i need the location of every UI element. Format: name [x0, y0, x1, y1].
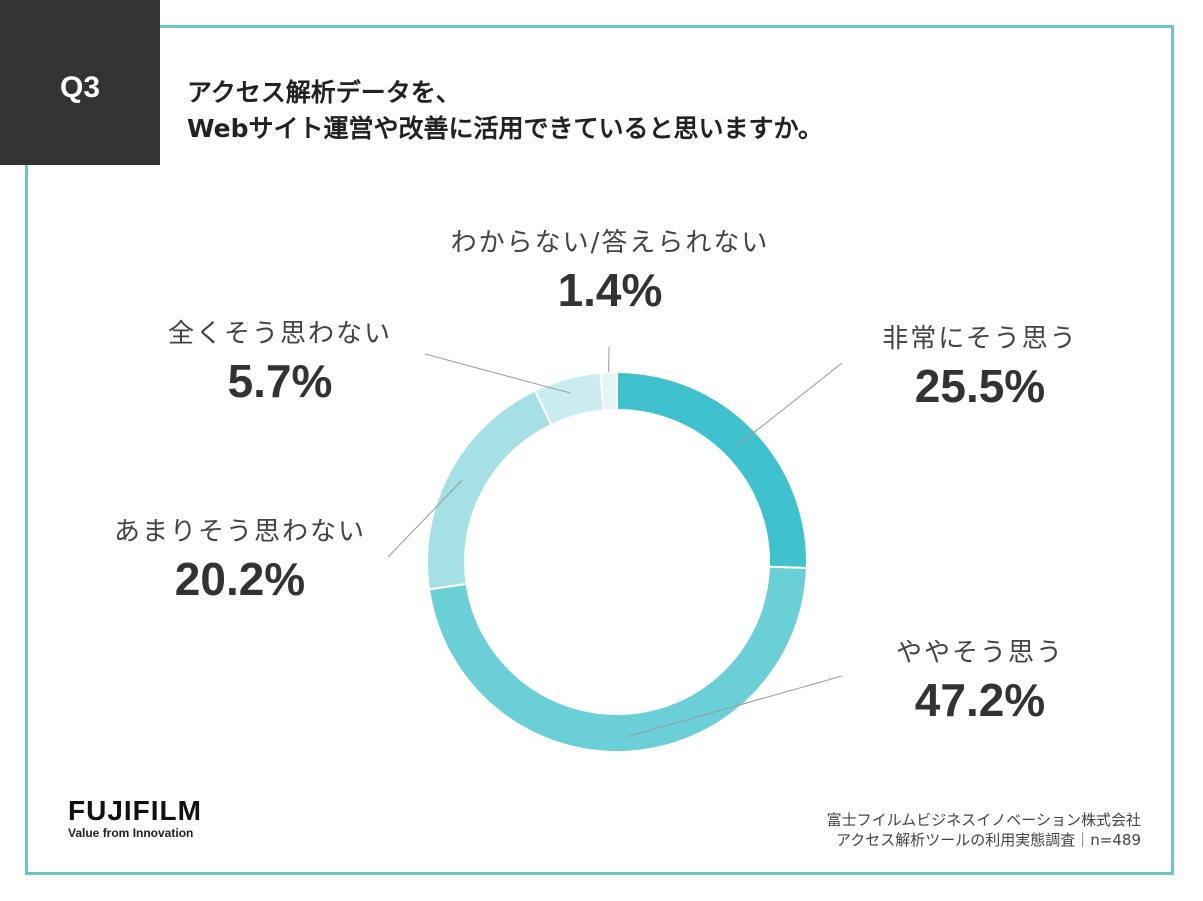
- donut-slice-dont-know: [599, 370, 618, 412]
- source-survey: アクセス解析ツールの利用実態調査｜n=489: [836, 831, 1141, 849]
- slide-frame: [25, 25, 1174, 875]
- label-not-much: あまりそう思わない 20.2%: [95, 511, 385, 606]
- question-line-1: アクセス解析データを、: [187, 78, 461, 107]
- question-title: アクセス解析データを、 Webサイト運営や改善に活用できていると思いますか。: [187, 75, 1007, 147]
- label-somewhat: ややそう思う 47.2%: [870, 632, 1090, 727]
- label-name: ややそう思う: [895, 638, 1064, 668]
- label-name: わからない/答えられない: [450, 228, 770, 258]
- label-not-at-all: 全くそう思わない 5.7%: [145, 313, 415, 408]
- logo-brand: FUJIFILM: [68, 795, 202, 826]
- question-number-badge: Q3: [0, 0, 160, 165]
- leader-line-not-much: [387, 479, 463, 558]
- leader-line-somewhat: [626, 675, 843, 738]
- label-value: 47.2%: [914, 674, 1046, 726]
- donut-slice-not-much: [426, 389, 553, 591]
- question-number: Q3: [59, 70, 101, 104]
- label-value: 25.5%: [914, 360, 1046, 412]
- label-very-much: 非常にそう思う 25.5%: [865, 318, 1095, 413]
- fujifilm-logo: FUJIFILM Value from Innovation: [68, 795, 202, 841]
- leader-line-not-at-all: [424, 353, 571, 394]
- label-dont-know: わからない/答えられない 1.4%: [425, 222, 795, 317]
- logo-tagline: Value from Innovation: [68, 826, 194, 840]
- donut-slice-somewhat: [427, 565, 808, 753]
- label-name: 全くそう思わない: [167, 319, 392, 349]
- question-line-2: Webサイト運営や改善に活用できていると思いますか。: [187, 114, 824, 143]
- label-name: あまりそう思わない: [113, 517, 366, 547]
- source-note: 富士フイルムビジネスイノベーション株式会社 アクセス解析ツールの利用実態調査｜n…: [827, 810, 1141, 850]
- leader-line-very-much: [735, 362, 843, 448]
- label-value: 1.4%: [557, 264, 663, 316]
- label-value: 5.7%: [227, 355, 333, 407]
- label-value: 20.2%: [174, 553, 306, 605]
- source-company: 富士フイルムビジネスイノベーション株式会社: [826, 811, 1141, 829]
- donut-slice-very-much: [616, 370, 808, 569]
- label-name: 非常にそう思う: [882, 324, 1078, 354]
